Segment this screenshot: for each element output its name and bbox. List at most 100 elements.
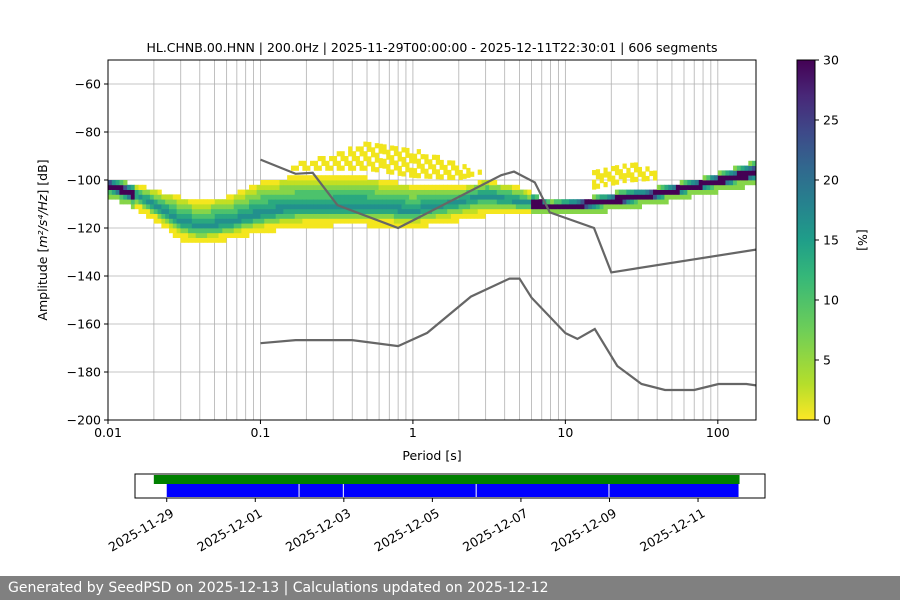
heatmap-cell bbox=[428, 194, 433, 200]
heatmap-cell bbox=[744, 165, 749, 171]
heatmap-cell bbox=[275, 194, 280, 200]
heatmap-cell bbox=[725, 180, 730, 186]
heatmap-cell bbox=[313, 199, 319, 205]
heatmap-cell bbox=[294, 165, 299, 171]
heatmap-cell bbox=[344, 218, 349, 224]
heatmap-cell bbox=[306, 180, 311, 186]
heatmap-cell bbox=[416, 158, 421, 164]
heatmap-cell bbox=[336, 208, 341, 214]
heatmap-cell bbox=[184, 228, 189, 234]
heatmap-cell bbox=[348, 208, 353, 214]
heatmap-cell bbox=[241, 232, 246, 238]
heatmap-cell bbox=[359, 208, 364, 214]
heatmap-cell bbox=[306, 184, 311, 190]
heatmap-cell bbox=[127, 184, 132, 190]
heatmap-cell bbox=[260, 194, 265, 200]
heatmap-cell bbox=[614, 179, 620, 185]
heatmap-cell bbox=[725, 184, 730, 190]
heatmap-cell bbox=[523, 204, 528, 210]
heatmap-cell bbox=[633, 167, 639, 173]
heatmap-cell bbox=[226, 223, 231, 229]
heatmap-cell bbox=[618, 194, 623, 200]
heatmap-cell bbox=[390, 155, 395, 161]
heatmap-cell bbox=[287, 223, 292, 229]
heatmap-cell bbox=[504, 189, 509, 195]
heatmap-cell bbox=[672, 194, 677, 200]
heatmap-cell bbox=[447, 169, 452, 176]
heatmap-cell bbox=[199, 218, 204, 224]
heatmap-cell bbox=[447, 174, 452, 180]
heatmap-cell bbox=[249, 204, 254, 210]
heatmap-cell bbox=[355, 213, 360, 219]
x-tick-label: 0.01 bbox=[94, 425, 122, 440]
heatmap-cell bbox=[302, 218, 307, 224]
heatmap-cell bbox=[172, 199, 178, 205]
heatmap-cell bbox=[630, 199, 635, 205]
heatmap-cell bbox=[294, 194, 299, 200]
heatmap-cell bbox=[431, 194, 437, 200]
heatmap-cell bbox=[553, 204, 559, 210]
heatmap-cell bbox=[210, 223, 216, 229]
heatmap-cell bbox=[298, 160, 303, 166]
heatmap-cell bbox=[268, 208, 273, 214]
heatmap-cell bbox=[370, 218, 376, 224]
heatmap-cell bbox=[424, 154, 429, 160]
heatmap-cell bbox=[271, 199, 277, 205]
heatmap-cell bbox=[401, 199, 406, 205]
heatmap-cell bbox=[310, 180, 315, 186]
heatmap-cell bbox=[416, 218, 421, 224]
heatmap-cell bbox=[207, 199, 212, 205]
heatmap-cell bbox=[382, 213, 387, 219]
heatmap-cell bbox=[729, 184, 734, 190]
colorbar bbox=[796, 59, 816, 421]
heatmap-cell bbox=[161, 204, 166, 210]
heatmap-cell bbox=[199, 213, 204, 219]
heatmap-cell bbox=[287, 180, 292, 186]
heatmap-cell bbox=[252, 208, 258, 214]
heatmap-cell bbox=[454, 199, 460, 205]
heatmap-cell bbox=[603, 167, 608, 173]
heatmap-cell bbox=[313, 184, 319, 190]
heatmap-cell bbox=[397, 184, 402, 190]
heatmap-cell bbox=[401, 213, 406, 219]
heatmap-cell bbox=[572, 208, 578, 214]
heatmap-cell bbox=[439, 194, 444, 200]
heatmap-cell bbox=[614, 189, 620, 195]
heatmap-cell bbox=[325, 180, 330, 186]
heatmap-cell bbox=[489, 204, 494, 210]
heatmap-cell bbox=[733, 184, 738, 190]
heatmap-cell bbox=[443, 208, 448, 214]
heatmap-cell bbox=[359, 194, 364, 200]
heatmap-cell bbox=[378, 189, 383, 195]
heatmap-cell bbox=[268, 213, 273, 219]
heatmap-cell bbox=[207, 218, 212, 224]
heatmap-cell bbox=[344, 175, 349, 181]
heatmap-cell bbox=[489, 184, 494, 190]
heatmap-cell bbox=[531, 194, 536, 200]
heatmap-cell bbox=[378, 208, 383, 214]
heatmap-cell bbox=[489, 180, 494, 186]
heatmap-cell bbox=[294, 189, 299, 195]
timeline-tick-label: 2025-12-07 bbox=[460, 505, 530, 554]
heatmap-cell bbox=[630, 204, 635, 210]
heatmap-cell bbox=[633, 176, 639, 183]
heatmap-cell bbox=[374, 167, 380, 173]
heatmap-cell bbox=[531, 208, 536, 214]
heatmap-cell bbox=[412, 213, 418, 219]
heatmap-cell bbox=[401, 189, 406, 195]
heatmap-cell bbox=[443, 189, 448, 195]
heatmap-cell bbox=[626, 194, 631, 200]
heatmap-cell bbox=[595, 183, 601, 189]
heatmap-cell bbox=[409, 223, 414, 229]
heatmap-cell bbox=[386, 149, 391, 155]
heatmap-cell bbox=[736, 180, 742, 186]
heatmap-cell bbox=[184, 208, 189, 214]
heatmap-cell bbox=[313, 194, 319, 200]
heatmap-cell bbox=[332, 218, 338, 224]
heatmap-cell bbox=[618, 204, 623, 210]
heatmap-cell bbox=[355, 208, 360, 214]
heatmap-cell bbox=[504, 208, 509, 214]
heatmap-cell bbox=[188, 223, 193, 229]
heatmap-cell bbox=[390, 213, 395, 219]
heatmap-cell bbox=[611, 204, 616, 210]
